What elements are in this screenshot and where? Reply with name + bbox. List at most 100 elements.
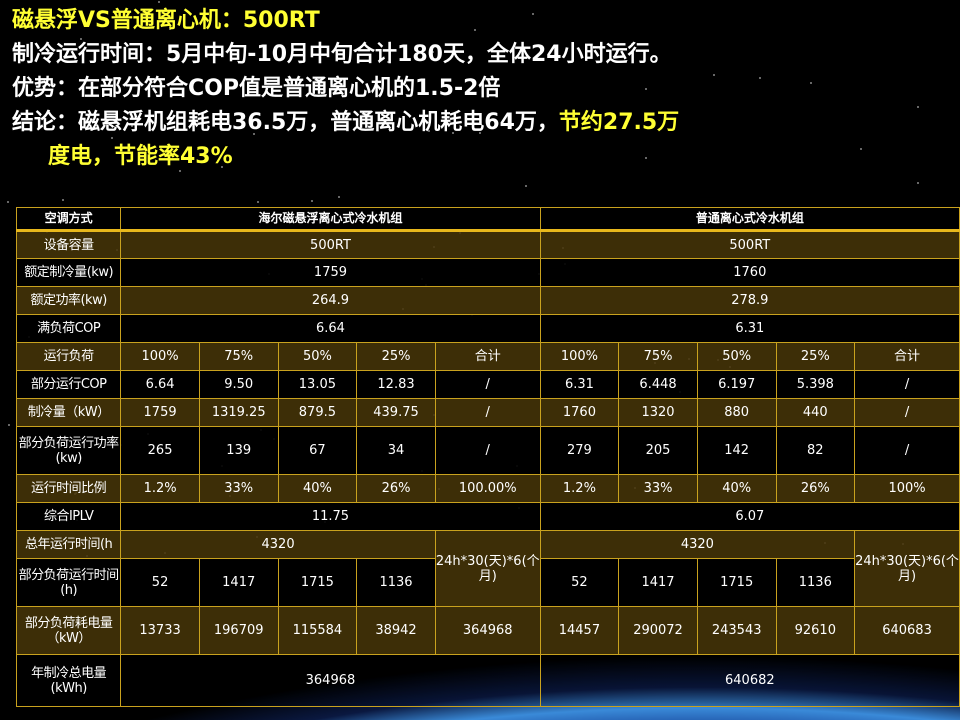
table-row: 设备容量 500RT 500RT xyxy=(15,230,960,259)
star xyxy=(645,88,648,91)
star xyxy=(79,38,82,41)
cell: 439.75 xyxy=(356,398,436,427)
star xyxy=(6,201,9,204)
row-label: 运行负荷 xyxy=(15,342,122,371)
cell: 278.9 xyxy=(539,286,960,315)
header-cell: 空调方式 xyxy=(15,207,122,232)
cell: 1417 xyxy=(198,558,279,607)
table-row: 制冷量（kW） 1759 1319.25 879.5 439.75/1760 1320 88… xyxy=(15,398,960,427)
table-row: 总年运行时间(h 4320 24h*30(天)*6(个月) 4320 24h*3… xyxy=(15,530,960,607)
cell: 196709 xyxy=(198,606,279,655)
cell: 82 xyxy=(775,426,856,475)
savings-rate-text: 度电，节能率43% xyxy=(48,144,233,169)
star xyxy=(860,148,863,151)
table-row: 运行负荷 100% 75% 50% 25% 合计 100% 75% 50% 25% 合计 xyxy=(15,342,960,371)
star xyxy=(387,61,390,64)
cell: / xyxy=(854,370,960,399)
row-label: 满负荷COP xyxy=(15,314,122,343)
cell: 14457 xyxy=(539,606,620,655)
star xyxy=(130,125,133,128)
cell: 13733 xyxy=(120,606,200,655)
cell: 75% xyxy=(198,342,279,371)
star xyxy=(427,130,430,133)
cell: 38942 xyxy=(356,606,436,655)
cell: 265 xyxy=(120,426,200,475)
cell: 1136 xyxy=(356,558,436,607)
cell: 500RT xyxy=(120,230,541,259)
cell: 205 xyxy=(618,426,698,475)
cell: 879.5 xyxy=(277,398,358,427)
cell: 115584 xyxy=(277,606,358,655)
row-label: 综合IPLV xyxy=(15,502,122,531)
star xyxy=(169,28,172,31)
star xyxy=(23,86,26,89)
row-label: 制冷量（kW） xyxy=(15,398,122,427)
star xyxy=(337,196,340,199)
cell: 50% xyxy=(277,342,358,371)
star xyxy=(253,132,256,135)
table-row: 额定功率(kw) 264.9 278.9 xyxy=(15,286,960,315)
cell: 640682 xyxy=(539,654,960,707)
cell: 290072 xyxy=(618,606,698,655)
cell: 243543 xyxy=(696,606,777,655)
star xyxy=(713,73,716,76)
cell: 6.64 xyxy=(120,314,541,343)
table-row: 综合IPLV 11.75 6.07 xyxy=(15,502,960,531)
star xyxy=(451,132,454,135)
table-row: 部分负荷运行时间(h) 52 1417 1715 1136 52 1417 17… xyxy=(15,558,960,607)
star xyxy=(631,42,634,45)
cell: 33% xyxy=(198,474,279,503)
cell: 50% xyxy=(696,342,777,371)
row-label: 部分负荷运行时间(h) xyxy=(15,558,122,607)
slide-title: 磁悬浮VS普通离心机：500RT xyxy=(12,8,320,33)
star xyxy=(644,157,647,160)
row-label: 额定制冷量(kw) xyxy=(15,258,122,287)
cell: 1760 xyxy=(539,398,620,427)
cell: / xyxy=(434,398,541,427)
cell: 640683 xyxy=(854,606,960,655)
cell: 142 xyxy=(696,426,777,475)
advantage-text: 优势：在部分符合COP值是普通离心机的1.5-2倍 xyxy=(12,76,501,101)
cell: 1320 xyxy=(618,398,698,427)
cell: 26% xyxy=(356,474,436,503)
star xyxy=(525,185,528,188)
cell: 11.75 xyxy=(120,502,541,531)
table-header: 空调方式 海尔磁悬浮离心式冷水机组 普通离心式冷水机组 xyxy=(15,207,960,232)
table-row: 额定制冷量(kw) 1759 1760 xyxy=(15,258,960,287)
cell: 100% xyxy=(854,474,960,503)
cell: 26% xyxy=(775,474,856,503)
table-row: 年制冷总电量(kWh) 364968 640682 xyxy=(15,654,960,707)
conclusion-part: 结论：磁悬浮机组耗电36.5万，普通离心机耗电64万， xyxy=(12,110,559,135)
cell: 6.07 xyxy=(539,502,960,531)
star xyxy=(916,181,919,184)
slide-text: 磁悬浮VS普通离心机：500RT 制冷运行时间：5月中旬-10月中旬合计180天… xyxy=(12,4,679,174)
cell: 4320 xyxy=(120,530,436,559)
row-label: 总年运行时间(h xyxy=(15,530,122,559)
cell: 9.50 xyxy=(198,370,279,399)
cell: 40% xyxy=(277,474,358,503)
cell: 100.00% xyxy=(434,474,541,503)
star xyxy=(158,0,160,3)
cell: 100% xyxy=(120,342,200,371)
cell: 364968 xyxy=(120,654,541,707)
savings-highlight: 节约27.5万 xyxy=(558,110,680,135)
star xyxy=(110,136,113,139)
cell: 6.31 xyxy=(539,314,960,343)
cell: 1715 xyxy=(696,558,777,607)
star xyxy=(809,81,812,84)
cell: 12.83 xyxy=(356,370,436,399)
star xyxy=(432,50,435,53)
cell: 264.9 xyxy=(120,286,541,315)
cell: 139 xyxy=(198,426,279,475)
cell: 6.448 xyxy=(618,370,698,399)
cell: 75% xyxy=(618,342,698,371)
cell: 40% xyxy=(696,474,777,503)
row-label: 额定功率(kw) xyxy=(15,286,122,315)
star xyxy=(917,105,920,108)
row-label: 部分运行COP xyxy=(15,370,122,399)
table-row: 运行时间比例 1.2% 33% 40% 26% 100.00% 1.2% 33% 40% 26% 1… xyxy=(15,474,960,503)
cell: 6.31 xyxy=(539,370,620,399)
star xyxy=(474,29,477,32)
row-label: 部分负荷耗电量（kW） xyxy=(15,606,122,655)
cell: 24h*30(天)*6(个月) xyxy=(434,530,541,607)
